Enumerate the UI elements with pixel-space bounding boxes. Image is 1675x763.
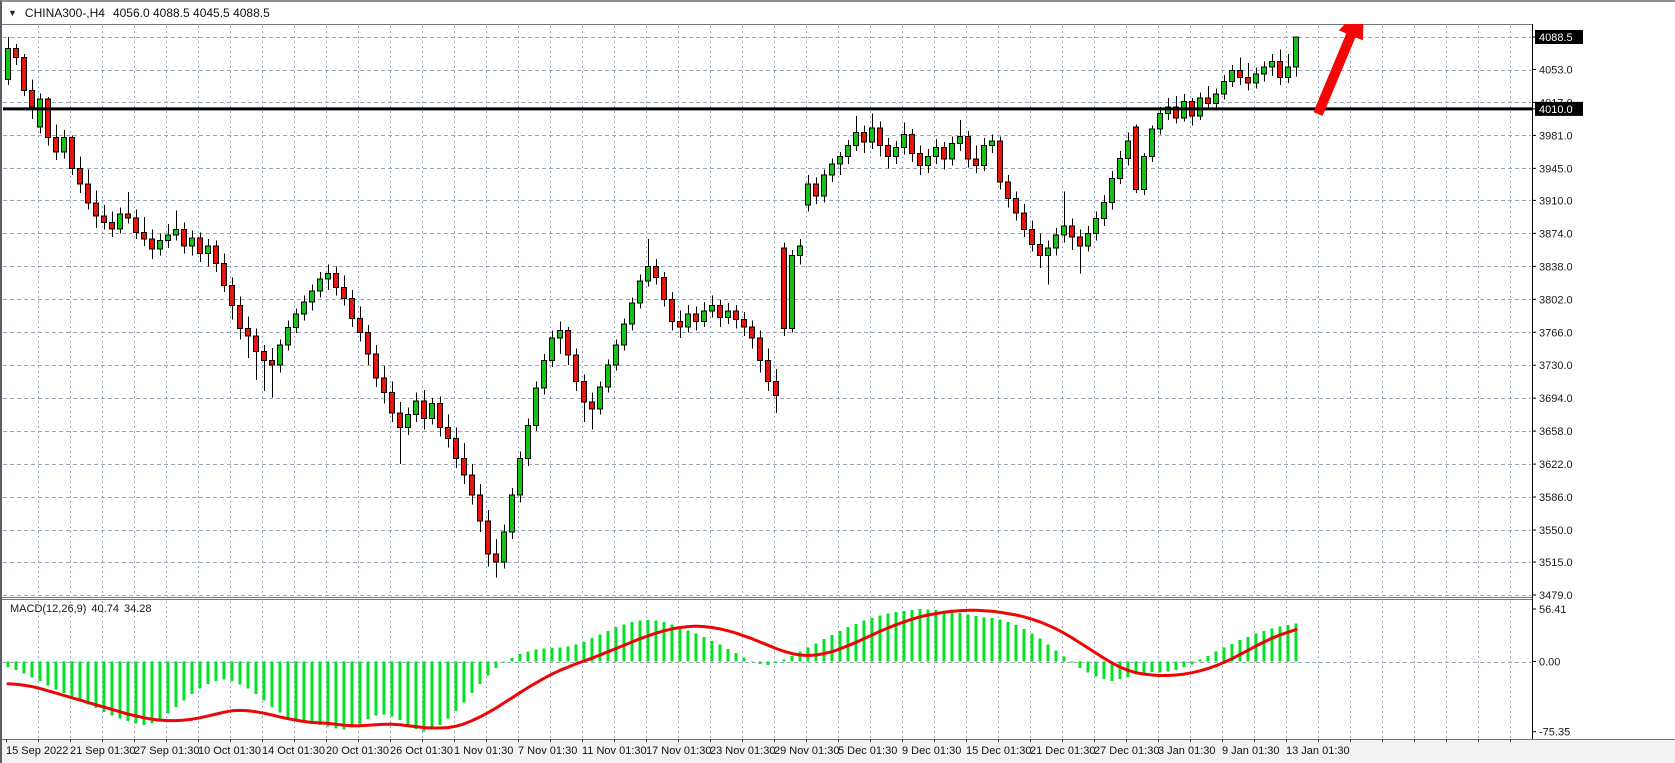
svg-text:3694.0: 3694.0 [1539,393,1573,405]
time-label: 29 Nov 01:30 [774,745,839,757]
svg-text:3945.0: 3945.0 [1539,163,1573,175]
macd-signal-value: 34.28 [123,603,152,615]
macd-main-value: 40.74 [91,603,119,615]
svg-text:3730.0: 3730.0 [1539,360,1573,372]
svg-text:3910.0: 3910.0 [1539,195,1573,207]
macd-histogram-series [6,608,1298,732]
svg-text:3838.0: 3838.0 [1539,261,1573,273]
price-badge [1535,30,1583,44]
svg-text:-75.35: -75.35 [1539,727,1570,739]
svg-text:3586.0: 3586.0 [1539,492,1573,504]
time-label: 15 Dec 01:30 [966,745,1031,757]
macd-signal-line [6,608,1298,730]
macd-indicator-label: MACD(12,26,9) 40.74 34.28 [10,603,156,615]
svg-text:3550.0: 3550.0 [1539,525,1573,537]
time-label: 9 Jan 01:30 [1222,745,1280,757]
svg-text:3874.0: 3874.0 [1539,228,1573,240]
time-label: 27 Dec 01:30 [1094,745,1159,757]
time-label: 23 Nov 01:30 [710,745,775,757]
time-label: 15 Sep 2022 [6,745,68,757]
svg-text:3766.0: 3766.0 [1539,327,1573,339]
panel-frames [2,24,1675,740]
time-label: 10 Oct 01:30 [198,745,261,757]
time-label: 21 Sep 01:30 [70,745,135,757]
time-label: 9 Dec 01:30 [902,745,961,757]
ohlc-values: 4056.0 4088.5 4045.5 4088.5 [112,6,270,20]
time-label: 5 Dec 01:30 [838,745,897,757]
chart-header: ▼ CHINA300-,H4 4056.0 4088.5 4045.5 4088… [2,2,1675,24]
time-label: 1 Nov 01:30 [454,745,513,757]
macd-params-label: MACD(12,26,9) [10,603,87,615]
symbol-timeframe-label: CHINA300-,H4 [24,6,105,20]
symbol-dropdown-icon[interactable]: ▼ [8,7,17,18]
time-label: 17 Nov 01:30 [646,745,711,757]
time-label: 3 Jan 01:30 [1158,745,1216,757]
svg-text:3515.0: 3515.0 [1539,557,1573,569]
macd-axis[interactable]: 56.41 0.00 -75.35 [1532,604,1570,739]
time-label: 27 Sep 01:30 [134,745,199,757]
svg-text:56.41: 56.41 [1539,604,1567,616]
time-label: 7 Nov 01:30 [518,745,577,757]
time-label: 11 Nov 01:30 [582,745,647,757]
time-label: 14 Oct 01:30 [262,745,325,757]
svg-text:3622.0: 3622.0 [1539,459,1573,471]
price-plot-area[interactable] [2,24,1532,597]
time-label: 20 Oct 01:30 [326,745,389,757]
time-axis-strip[interactable] [2,740,1675,763]
svg-text:4010.0: 4010.0 [1539,104,1573,116]
time-label: 26 Oct 01:30 [390,745,453,757]
gridlines [3,26,1531,738]
svg-text:3479.0: 3479.0 [1539,590,1573,602]
candlestick-series [5,36,1299,578]
svg-text:3981.0: 3981.0 [1539,130,1573,142]
time-label: 13 Jan 01:30 [1286,745,1350,757]
svg-text:0.00: 0.00 [1539,657,1560,669]
svg-text:4053.0: 4053.0 [1539,65,1573,77]
svg-text:3658.0: 3658.0 [1539,426,1573,438]
price-axis[interactable]: 4088.54053.04017.04010.03981.03945.03910… [1532,30,1583,602]
time-label: 21 Dec 01:30 [1030,745,1095,757]
svg-text:3802.0: 3802.0 [1539,294,1573,306]
price-badge [1535,101,1583,116]
svg-text:4088.5: 4088.5 [1539,32,1573,44]
